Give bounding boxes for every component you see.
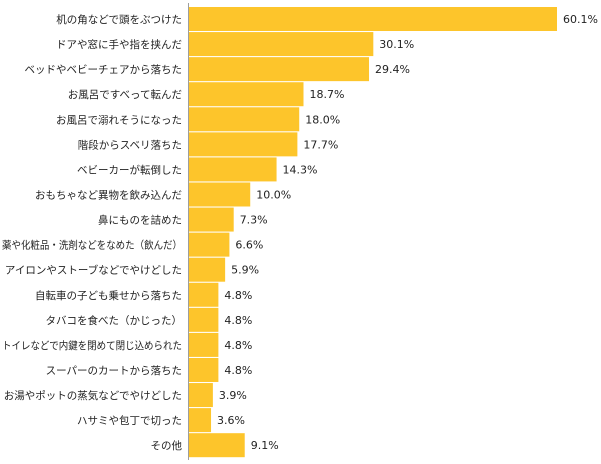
value-label-11: 4.8% [224, 289, 252, 302]
category-label-12: タバコを食べた（かじった） [46, 314, 183, 327]
category-label-9: 薬や化粧品・洗剤などをなめた（飲んだ） [2, 239, 182, 252]
category-label-14: スーパーのカートから落ちた [46, 365, 182, 377]
category-label-11: 自転車の子ども乗せから落ちた [35, 289, 182, 302]
bar-14 [189, 357, 219, 382]
bar-10 [189, 257, 226, 282]
value-label-3: 18.7% [310, 88, 345, 101]
category-label-15: お湯やポットの蒸気などでやけどした [4, 389, 182, 402]
category-label-8: 鼻にものを詰めた [98, 214, 182, 227]
category-label-6: ベビーカーが転倒した [77, 163, 182, 176]
value-label-12: 4.8% [224, 314, 252, 327]
category-label-16: ハサミや包丁で切った [77, 414, 182, 427]
value-label-15: 3.9% [219, 389, 247, 402]
bar-4 [189, 107, 300, 132]
bar-11 [189, 282, 219, 307]
value-label-6: 14.3% [283, 163, 318, 176]
bars-layer [189, 7, 557, 458]
bar-12 [189, 307, 219, 332]
category-label-0: 机の角などで頭をぶつけた [56, 13, 182, 26]
category-label-4: お風呂で溺れそうになった [56, 114, 182, 126]
bar-5 [189, 132, 298, 157]
value-label-17: 9.1% [251, 439, 279, 452]
value-label-1: 30.1% [379, 38, 414, 51]
value-label-8: 7.3% [240, 214, 268, 227]
value-label-0: 60.1% [563, 13, 598, 26]
category-label-5: 階段からスベリ落ちた [78, 138, 182, 151]
bar-3 [189, 82, 304, 107]
value-labels: 60.1% 30.1% 29.4% 18.7% 18.0% 17.7% 14.3% 10.0%… [217, 13, 598, 452]
bar-7 [189, 182, 251, 207]
value-label-13: 4.8% [224, 339, 252, 352]
value-label-10: 5.9% [231, 264, 259, 277]
bar-9 [189, 232, 230, 257]
bar-15 [189, 383, 213, 408]
value-label-9: 6.6% [235, 239, 263, 252]
category-label-13: トイレなどで内鍵を閉めて閉じ込められた [2, 339, 182, 352]
bar-13 [189, 332, 219, 357]
value-label-14: 4.8% [224, 364, 252, 377]
value-label-16: 3.6% [217, 414, 245, 427]
bar-1 [189, 32, 374, 57]
bar-6 [189, 157, 277, 182]
value-label-7: 10.0% [256, 188, 291, 201]
category-label-2: ベッドやベビーチェアから落ちた [25, 64, 183, 76]
value-label-5: 17.7% [303, 138, 338, 151]
value-label-2: 29.4% [375, 63, 410, 76]
category-label-17: その他 [151, 439, 183, 452]
value-label-4: 18.0% [305, 113, 340, 126]
bar-8 [189, 207, 234, 232]
bar-2 [189, 57, 370, 82]
bar-16 [189, 408, 212, 433]
category-label-1: ドアや窓に手や指を挟んだ [56, 38, 182, 51]
category-label-10: アイロンやストーブなどでやけどした [5, 264, 182, 277]
category-labels: 机の角などで頭をぶつけたドアや窓に手や指を挟んだベッドやベビーチェアから落ちたお… [2, 13, 182, 452]
category-label-7: おもちゃなど異物を飲み込んだ [35, 188, 182, 201]
bar-17 [189, 433, 245, 458]
bar-0 [189, 7, 557, 31]
category-label-3: お風呂ですべって転んだ [68, 89, 182, 101]
